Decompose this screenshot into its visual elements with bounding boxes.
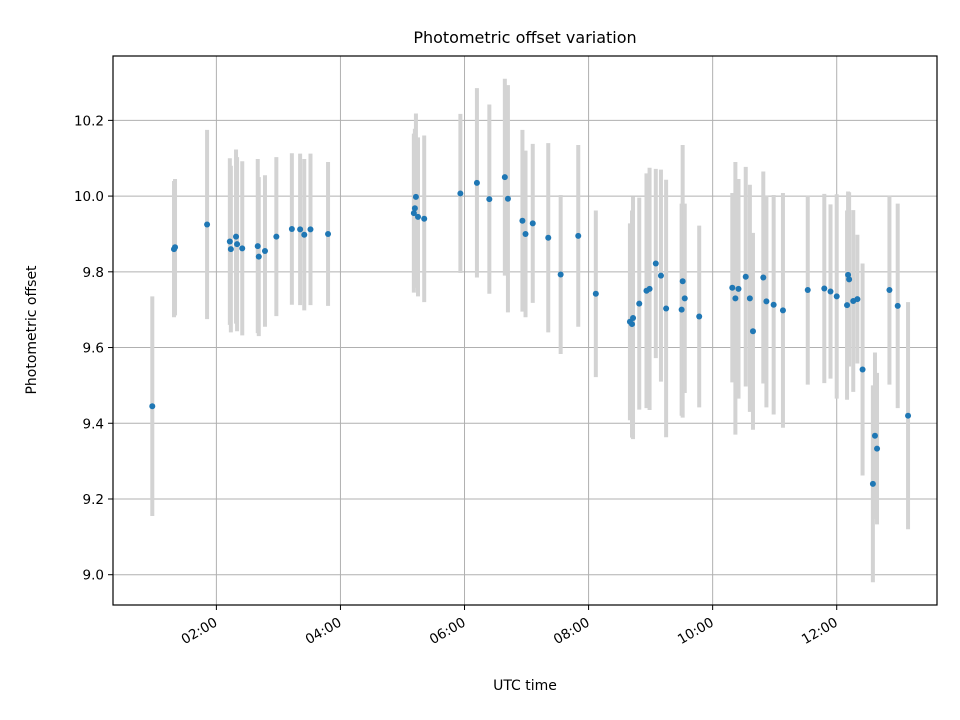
data-point [504, 195, 511, 202]
data-points [149, 174, 912, 487]
data-point [846, 276, 853, 283]
data-point [233, 233, 240, 240]
data-point [871, 432, 878, 439]
data-point [227, 246, 234, 253]
data-point [636, 300, 643, 307]
data-point [827, 288, 834, 295]
y-tick-label: 9.0 [83, 568, 104, 584]
data-point [869, 480, 876, 487]
data-point [629, 321, 636, 328]
data-point [575, 232, 582, 239]
chart-title: Photometric offset variation [413, 28, 636, 47]
data-point [844, 302, 851, 309]
data-point [234, 241, 241, 248]
data-point [652, 260, 659, 267]
y-axis-ticks: 9.0 9.2 9.4 9.6 9.8 10.0 10.2 [74, 113, 113, 584]
data-point [501, 174, 508, 181]
data-point [410, 210, 417, 217]
data-point [679, 278, 686, 285]
data-point [729, 284, 736, 291]
y-tick-label: 9.4 [83, 416, 104, 432]
x-axis-label: UTC time [493, 678, 557, 694]
data-point [763, 298, 770, 305]
data-point [592, 290, 599, 297]
data-point [749, 328, 756, 335]
data-point [760, 274, 767, 281]
data-point [254, 243, 261, 250]
data-point [681, 295, 688, 302]
data-point [854, 296, 861, 303]
data-point [663, 305, 670, 312]
data-point [742, 273, 749, 280]
data-point [486, 196, 493, 203]
data-point [696, 313, 703, 320]
y-tick-label: 9.8 [83, 265, 104, 281]
data-point [325, 230, 332, 237]
data-point [557, 271, 564, 278]
data-point [519, 217, 526, 224]
data-point [833, 293, 840, 300]
data-point [678, 306, 685, 313]
data-point [414, 213, 421, 220]
data-point [630, 315, 637, 322]
data-point [204, 221, 211, 228]
data-point [821, 285, 828, 292]
data-point [746, 295, 753, 302]
data-point [779, 307, 786, 314]
data-point [732, 295, 739, 302]
y-tick-label: 10.0 [74, 189, 104, 205]
data-point [886, 286, 893, 293]
data-point [657, 272, 664, 279]
data-point [239, 245, 246, 252]
y-axis-label: Photometric offset [24, 265, 40, 395]
data-point [255, 253, 262, 260]
data-point [421, 215, 428, 222]
data-point [545, 234, 552, 241]
data-point [473, 179, 480, 186]
plot-frame [112, 55, 938, 606]
data-point [149, 403, 156, 410]
data-point [770, 301, 777, 308]
y-tick-label: 9.6 [83, 341, 104, 357]
data-point [226, 238, 233, 245]
data-point [874, 445, 881, 452]
data-point [905, 412, 912, 419]
data-point [529, 220, 536, 227]
data-point [894, 302, 901, 309]
data-point [411, 205, 418, 212]
y-tick-label: 9.2 [83, 492, 104, 508]
data-point [412, 193, 419, 200]
data-point [522, 230, 529, 237]
y-tick-label: 10.2 [74, 113, 104, 129]
data-point [804, 286, 811, 293]
data-point [307, 226, 314, 233]
data-point [172, 244, 179, 251]
data-point [297, 226, 304, 233]
data-point [273, 233, 280, 240]
data-point [646, 285, 653, 292]
data-point [845, 271, 852, 278]
data-point [457, 190, 464, 197]
data-point [301, 231, 308, 238]
data-point [859, 366, 866, 373]
data-point [735, 285, 742, 292]
data-point [261, 247, 268, 254]
data-point [288, 226, 295, 233]
